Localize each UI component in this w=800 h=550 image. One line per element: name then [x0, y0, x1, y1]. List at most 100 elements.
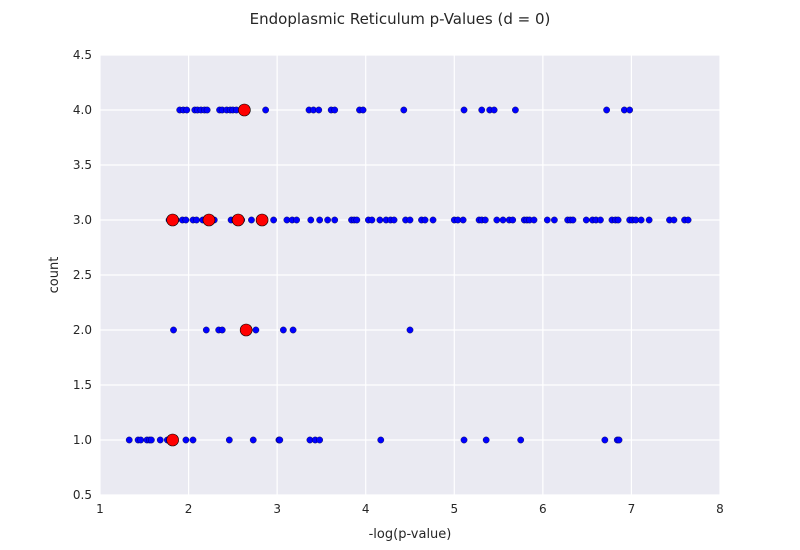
blue-point: [316, 436, 324, 444]
blue-point: [249, 436, 257, 444]
blue-point: [137, 436, 145, 444]
blue-point: [293, 216, 300, 224]
blue-point: [597, 216, 604, 224]
blue-point: [615, 436, 623, 444]
x-tick-label: 7: [628, 502, 636, 516]
blue-point: [331, 106, 339, 114]
y-tick-label: 3.0: [73, 213, 92, 227]
blue-point: [368, 216, 376, 224]
blue-point: [189, 436, 197, 444]
blue-point: [279, 326, 287, 334]
blue-point: [390, 216, 398, 224]
y-tick-label: 2.0: [73, 323, 92, 337]
blue-point: [182, 216, 190, 224]
y-tick-label: 1.0: [73, 433, 92, 447]
blue-point: [509, 216, 517, 224]
x-tick-label: 2: [185, 502, 193, 516]
blue-point: [478, 106, 486, 114]
points-layer: [125, 103, 692, 447]
red-point: [202, 213, 216, 227]
red-point: [166, 433, 179, 447]
red-point: [239, 323, 253, 337]
blue-point: [376, 216, 384, 224]
blue-point: [460, 106, 468, 114]
x-tick-label: 4: [362, 502, 370, 516]
y-tick-label: 4.5: [73, 48, 92, 62]
blue-point: [359, 106, 367, 114]
blue-point: [193, 216, 200, 224]
blue-point: [626, 106, 634, 114]
blue-point: [270, 216, 277, 224]
blue-point: [493, 216, 501, 224]
blue-point: [499, 216, 507, 224]
y-tick-label: 2.5: [73, 268, 92, 282]
blue-point: [182, 436, 190, 444]
blue-point: [315, 106, 323, 114]
blue-point: [377, 436, 385, 444]
red-point: [166, 213, 179, 227]
blue-point: [482, 436, 490, 444]
blue-point: [530, 216, 538, 224]
red-point: [231, 213, 245, 227]
x-tick-label: 3: [273, 502, 281, 516]
blue-point: [307, 216, 315, 224]
blue-point: [400, 106, 408, 114]
x-axis-label: -log(p-value): [369, 527, 452, 542]
blue-point: [276, 436, 284, 444]
chart-title: Endoplasmic Reticulum p-Values (d = 0): [250, 10, 551, 28]
blue-point: [459, 216, 467, 224]
y-axis-label: count: [47, 257, 62, 294]
blue-point: [324, 216, 331, 224]
blue-point: [460, 436, 468, 444]
blue-point: [218, 326, 226, 334]
y-tick-label: 1.5: [73, 378, 92, 392]
x-tick-label: 6: [539, 502, 547, 516]
x-tick-label: 8: [716, 502, 724, 516]
red-points-series: [166, 103, 269, 447]
blue-point: [601, 436, 609, 444]
blue-point: [252, 326, 260, 334]
blue-point: [262, 106, 269, 114]
x-tick-labels: 1 2 3 4 5 6 7 8: [96, 502, 724, 516]
blue-point: [603, 106, 610, 114]
blue-point: [670, 216, 678, 224]
x-tick-label: 1: [96, 502, 104, 516]
blue-point: [569, 216, 577, 224]
blue-point: [183, 106, 191, 114]
blue-point: [248, 216, 255, 224]
blue-point: [637, 216, 645, 224]
blue-point: [517, 436, 525, 444]
blue-point: [684, 216, 692, 224]
red-point: [238, 103, 251, 117]
blue-point: [289, 326, 297, 334]
y-tick-labels: 0.5 1.0 1.5 2.0 2.5 3.0 3.5 4.0 4.5: [73, 48, 92, 502]
blue-point: [331, 216, 339, 224]
blue-point: [543, 216, 551, 224]
blue-point: [125, 436, 133, 444]
blue-point: [421, 216, 429, 224]
blue-point: [406, 326, 414, 334]
blue-point: [353, 216, 361, 224]
y-tick-label: 3.5: [73, 158, 92, 172]
blue-point: [202, 326, 210, 334]
blue-point: [156, 436, 164, 444]
blue-point: [170, 326, 177, 334]
y-tick-label: 0.5: [73, 488, 92, 502]
blue-point: [429, 216, 437, 224]
blue-point: [551, 216, 558, 224]
blue-point: [614, 216, 622, 224]
blue-point: [582, 216, 590, 224]
blue-point: [481, 216, 489, 224]
blue-point: [203, 106, 211, 114]
red-point: [255, 213, 269, 227]
y-tick-label: 4.0: [73, 103, 92, 117]
blue-point: [512, 106, 519, 114]
blue-point: [645, 216, 653, 224]
blue-point: [225, 436, 233, 444]
blue-point: [316, 216, 324, 224]
blue-point: [490, 106, 498, 114]
blue-point: [148, 436, 155, 444]
x-tick-label: 5: [450, 502, 458, 516]
blue-point: [406, 216, 414, 224]
